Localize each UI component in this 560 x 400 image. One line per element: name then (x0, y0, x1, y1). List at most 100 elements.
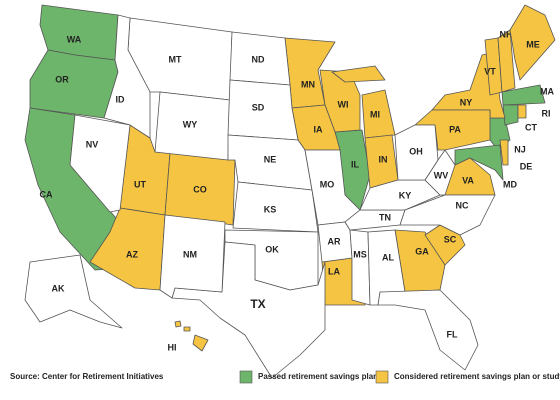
state: MA (501, 84, 554, 106)
states: WA OR CA IL NJ MD MA CT MN WI MI IA IN U… (24, 4, 556, 379)
state-label: AZ (126, 249, 138, 259)
state-label: MD (503, 179, 517, 189)
state: ND (229, 31, 291, 86)
state-label: TN (379, 212, 391, 222)
legend-swatch (375, 370, 389, 384)
state: NV (69, 114, 131, 213)
state-label: OK (265, 244, 279, 254)
state-label: FL (447, 329, 458, 339)
state-label: WY (183, 119, 198, 129)
state-label: NY (460, 97, 473, 107)
state-label: AL (382, 252, 394, 262)
state-label: AK (52, 283, 65, 293)
state-label: VT (484, 66, 496, 76)
state: FL (377, 289, 479, 371)
state-shape (509, 4, 556, 81)
state-shape (394, 124, 439, 181)
state: OR (29, 49, 119, 119)
legend-swatch (239, 370, 253, 384)
state-label: IN (379, 154, 388, 164)
state-label: ND (252, 54, 265, 64)
state-label: OR (55, 74, 69, 84)
state-label: WI (338, 99, 349, 109)
state-shape (192, 334, 209, 352)
state-shape (399, 194, 496, 236)
state: ME (509, 4, 556, 81)
state-label: NV (86, 139, 99, 149)
state-label: DE (520, 161, 533, 171)
state-label: SC (444, 234, 457, 244)
state: MI (331, 65, 396, 139)
state-shape (501, 84, 546, 106)
state-label: MN (301, 79, 315, 89)
state-label: AR (328, 236, 341, 246)
state-label: NE (264, 154, 277, 164)
state-label: WA (67, 34, 82, 44)
state: KS (232, 181, 319, 233)
state-label: SD (252, 102, 265, 112)
state: NE (227, 134, 313, 191)
state-label: CO (193, 184, 207, 194)
state: WY (154, 91, 231, 161)
state-label: KS (264, 204, 277, 214)
state-shape (497, 29, 516, 93)
state-label: ME (526, 39, 540, 49)
source-note: Source: Center for Retirement Initiative… (10, 372, 164, 381)
state: SD (227, 79, 299, 141)
state-label: TX (250, 297, 265, 311)
state-label: ID (116, 94, 126, 104)
state-shape (377, 289, 479, 371)
state-shape (69, 114, 131, 213)
state-shape (227, 79, 299, 141)
state-shape (517, 104, 527, 119)
state-label: IL (351, 159, 360, 169)
state-label: CA (40, 189, 53, 199)
state-label: LA (328, 266, 340, 276)
state-shape (174, 320, 182, 328)
state-label: MO (320, 179, 335, 189)
state: NC (399, 194, 496, 236)
state: ID (103, 14, 151, 139)
state: DE (499, 139, 533, 171)
state-shape (502, 104, 519, 126)
state-label: WV (434, 170, 449, 180)
state: CO (164, 152, 236, 226)
state-label: NH (500, 29, 513, 39)
state-shape (499, 139, 509, 166)
state-shape (331, 65, 386, 83)
state-label: HI (168, 342, 177, 352)
state-label: MT (169, 54, 182, 64)
state-label: UT (134, 179, 146, 189)
state: MS (349, 229, 371, 306)
state: NM (159, 214, 226, 299)
state-label: CT (525, 122, 537, 132)
state-label: MI (370, 109, 380, 119)
state-shape (29, 49, 119, 119)
state-label: OH (409, 146, 423, 156)
state: OH (394, 124, 439, 181)
state-label: NJ (514, 144, 526, 154)
state-shape (349, 229, 371, 306)
state-label: VA (462, 175, 474, 185)
state-shape (24, 254, 123, 329)
state: RI (517, 104, 551, 119)
state-label: KY (399, 190, 412, 200)
state-shape (183, 326, 191, 332)
state-label: MS (353, 249, 367, 259)
state-label: PA (449, 124, 461, 134)
state: NH (497, 29, 516, 93)
state-label: GA (415, 246, 429, 256)
state-label: NC (456, 200, 469, 210)
state-label: NM (183, 249, 197, 259)
state: IN (364, 134, 399, 189)
state-shape (103, 14, 151, 139)
legend-label: Considered retirement savings plan or st… (394, 372, 560, 381)
state: AK (24, 254, 123, 329)
state-label: RI (542, 108, 551, 118)
legend-label: Passed retirement savings plan (258, 372, 378, 381)
state: AR (317, 221, 353, 263)
state: HI (168, 320, 209, 352)
state-label: MA (540, 86, 554, 96)
state-shape (159, 214, 226, 299)
